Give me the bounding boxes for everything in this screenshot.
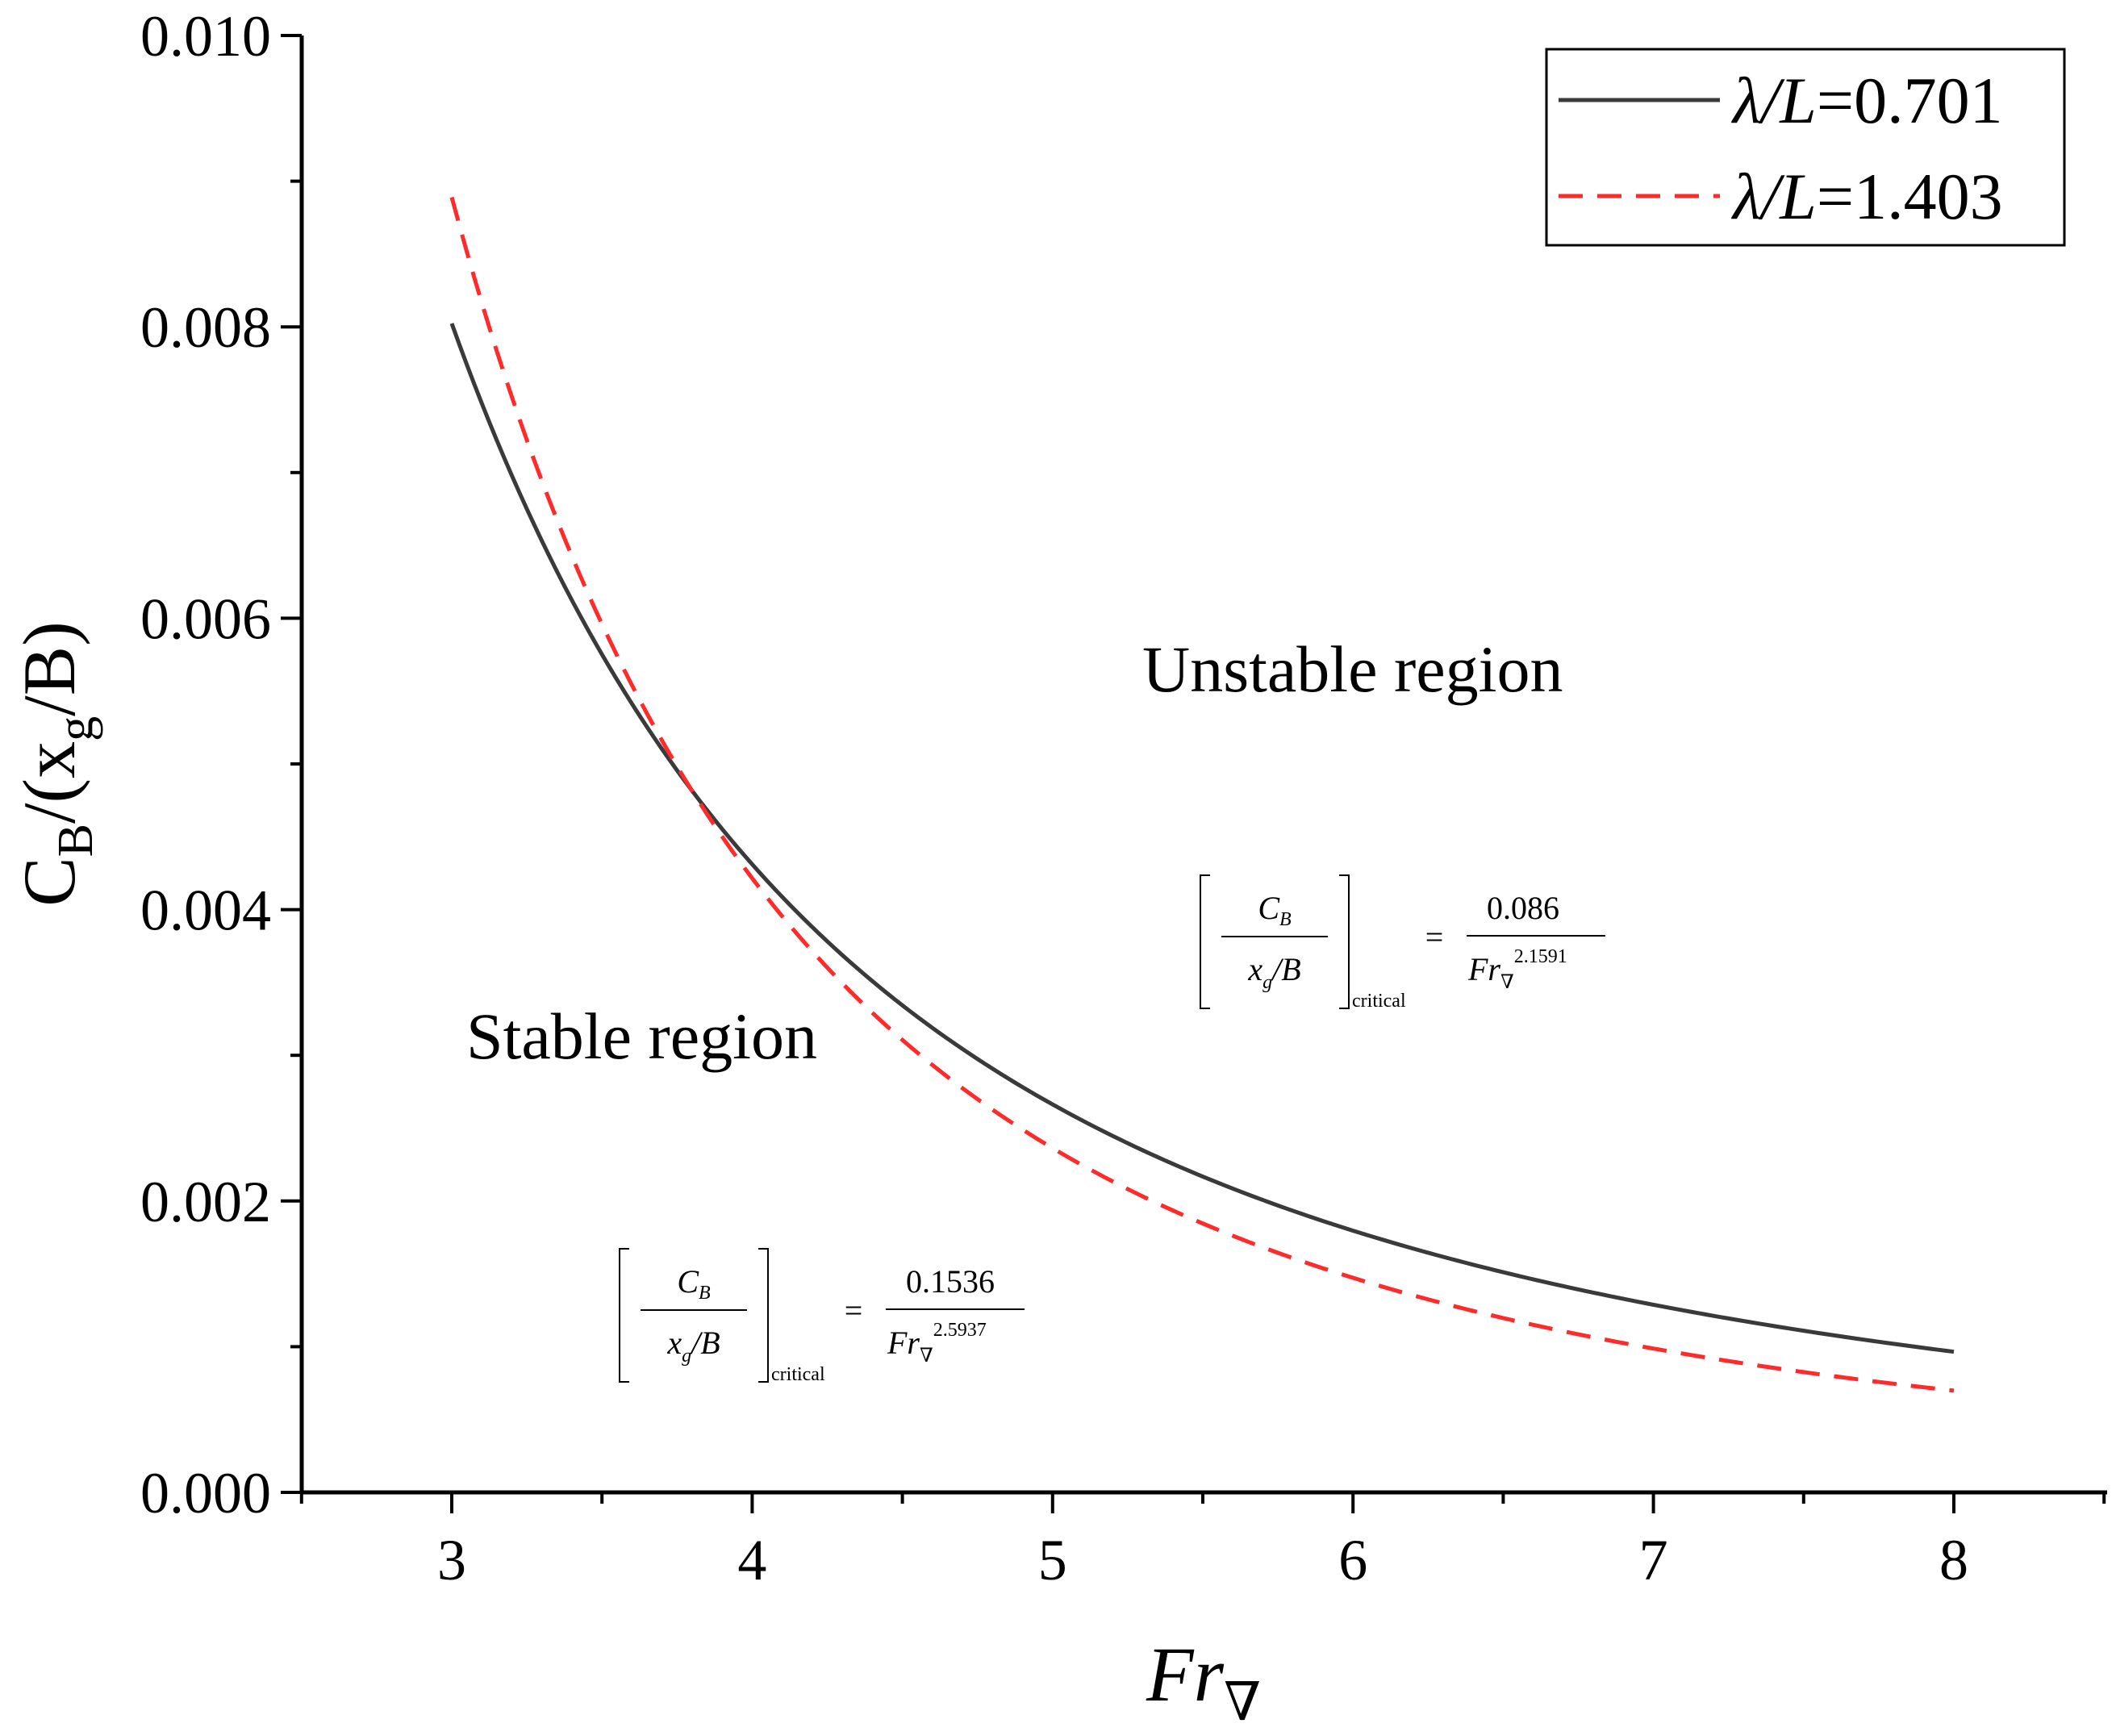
y-tick-label-0.010: 0.010 xyxy=(140,4,271,69)
svg-text:0.1536: 0.1536 xyxy=(906,1263,995,1300)
unstable-region-label: Unstable region xyxy=(1142,632,1563,706)
series-layer xyxy=(449,196,1955,1393)
axes xyxy=(299,35,2107,1495)
equation-0701: CB xg/B critical = 0.086 Fr∇2.1591 xyxy=(1200,874,1605,1012)
svg-text:Fr∇2.1591: Fr∇2.1591 xyxy=(1467,946,1567,993)
y-tick-label-0.004: 0.004 xyxy=(140,878,271,943)
svg-text:CB: CB xyxy=(1258,890,1292,930)
svg-text:0.086: 0.086 xyxy=(1487,890,1559,926)
x-tick-label-3: 3 xyxy=(437,1528,466,1592)
x-tick-label-8: 8 xyxy=(1939,1528,1968,1592)
y-tick-label-0.006: 0.006 xyxy=(140,586,271,651)
legend-box xyxy=(1545,48,2066,247)
svg-text:Fr∇2.5937: Fr∇2.5937 xyxy=(887,1320,987,1367)
y-tick-label-0.008: 0.008 xyxy=(140,295,271,360)
x-axis-title: Fr∇ xyxy=(1146,1631,1261,1732)
y-axis-title: CB/(xg/B) xyxy=(8,621,103,907)
x-tick-label-7: 7 xyxy=(1639,1528,1668,1592)
svg-text:critical: critical xyxy=(771,1364,825,1385)
svg-text:xg/B: xg/B xyxy=(666,1325,720,1367)
svg-text:critical: critical xyxy=(1352,991,1406,1012)
legend: λ/L=0.701 λ/L=1.403 xyxy=(1545,48,2066,247)
stable-region-label: Stable region xyxy=(466,999,817,1073)
legend-label-1403: λ/L=1.403 xyxy=(1731,160,2003,233)
y-tick-label-0.000: 0.000 xyxy=(140,1461,271,1525)
legend-label-0701: λ/L=0.701 xyxy=(1731,64,2003,137)
svg-text:=: = xyxy=(1425,919,1444,955)
svg-text:xg/B: xg/B xyxy=(1247,951,1300,993)
ticks xyxy=(281,34,2106,1513)
series-line-0701 xyxy=(449,323,1955,1354)
series-line-1403 xyxy=(449,196,1955,1393)
equation-1403: CB xg/B critical = 0.1536 Fr∇2.5937 xyxy=(619,1248,1025,1385)
svg-text:=: = xyxy=(845,1292,863,1329)
svg-text:CB: CB xyxy=(677,1263,711,1304)
tick-labels: 3 4 5 6 7 8 0.000 0.002 0.004 0.006 0.008 0.010 xyxy=(140,4,1968,1592)
x-tick-label-6: 6 xyxy=(1338,1528,1367,1592)
y-tick-label-0.002: 0.002 xyxy=(140,1170,271,1234)
x-tick-label-5: 5 xyxy=(1038,1528,1067,1592)
x-tick-label-4: 4 xyxy=(737,1528,766,1592)
